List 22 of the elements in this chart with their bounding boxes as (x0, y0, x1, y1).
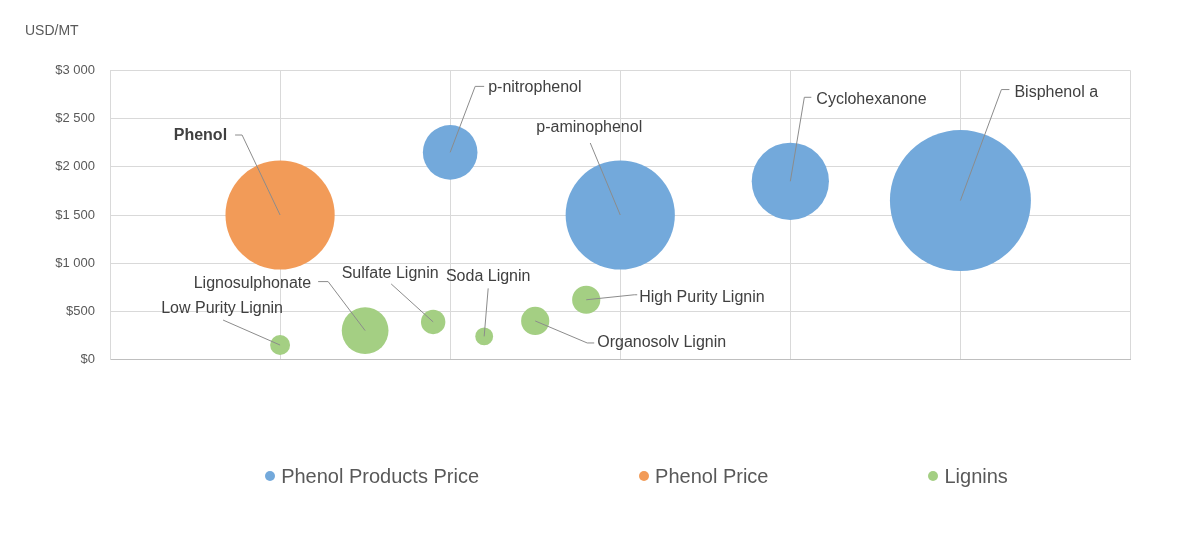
y-tick-label: $2 000 (55, 158, 95, 174)
y-tick-label: $3 000 (55, 62, 95, 78)
y-axis-title: USD/MT (25, 22, 80, 39)
legend-label: Lignins (944, 464, 1008, 488)
y-tick-label: $0 (80, 351, 95, 367)
data-label: Sulfate Lignin (341, 264, 439, 282)
data-label: p-nitrophenol (488, 77, 582, 95)
data-label: Organosolv Lignin (597, 333, 727, 351)
data-label: Low Purity Lignin (161, 299, 284, 317)
data-label: Cyclohexanone (816, 89, 927, 107)
data-label: Bisphenol a (1014, 82, 1099, 100)
data-label: Soda Lignin (445, 266, 531, 284)
y-tick-label: $1 500 (55, 206, 95, 222)
data-label: High Purity Lignin (639, 288, 765, 306)
y-tick-label: $500 (66, 302, 95, 318)
data-label: p-aminophenol (536, 118, 643, 136)
legend-label: Phenol Price (655, 464, 769, 488)
y-tick-label: $1 000 (55, 254, 95, 270)
legend-label: Phenol Products Price (281, 464, 480, 488)
y-tick-label: $2 500 (55, 110, 95, 126)
data-label: Lignosulphonate (193, 274, 312, 292)
data-label: Phenol (173, 126, 228, 144)
